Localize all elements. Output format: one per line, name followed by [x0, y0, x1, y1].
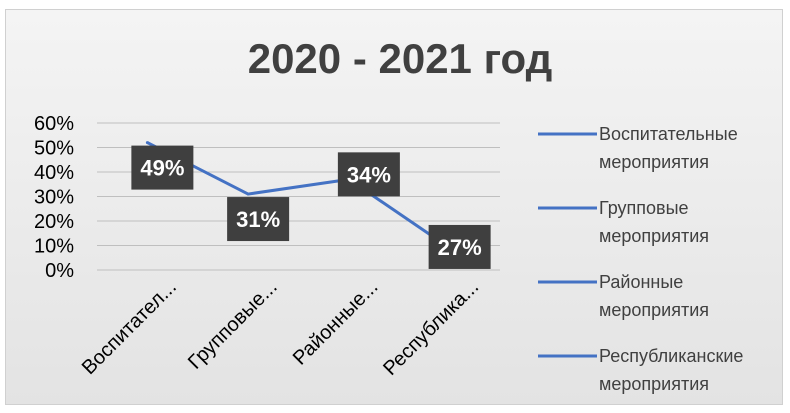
data-label: 31%: [236, 207, 280, 232]
data-labels: 49% 31% 34% 27%: [131, 145, 491, 269]
x-axis-labels: Воспитател... Групповые... Районные...Респ…: [78, 276, 483, 380]
x-category-label: Республика...: [379, 276, 483, 380]
data-label-box: [337, 152, 400, 197]
data-label-box: [428, 224, 491, 269]
x-category-label: Групповые...: [184, 276, 282, 374]
data-point: [246, 192, 250, 196]
x-category-label: Воспитател...: [78, 276, 181, 379]
y-tick-label: 60%: [34, 113, 74, 135]
legend-label: Воспитательные: [599, 124, 738, 144]
legend: Воспитательные мероприятия Групповые меропр…: [538, 124, 743, 394]
data-label: 34%: [347, 162, 391, 187]
data-label: 49%: [140, 156, 184, 181]
y-tick-label: 0%: [45, 260, 74, 282]
x-category-label: Районные...: [289, 276, 383, 370]
chart-frame: [5, 9, 783, 405]
legend-label: мероприятия: [599, 226, 709, 246]
legend-label: Районные: [599, 272, 683, 292]
legend-label: мероприятия: [599, 152, 709, 172]
y-tick-label: 20%: [34, 211, 74, 233]
data-label-box: [131, 145, 194, 190]
legend-label: Групповые: [599, 198, 689, 218]
data-label: 27%: [438, 235, 482, 260]
data-point: [145, 141, 149, 145]
data-label-box: [227, 197, 290, 242]
legend-label: мероприятия: [599, 300, 709, 320]
legend-label: мероприятия: [599, 374, 709, 394]
legend-label: Республиканские: [599, 346, 743, 366]
y-tick-label: 30%: [34, 187, 74, 209]
y-tick-label: 50%: [34, 138, 74, 160]
y-tick-label: 10%: [34, 236, 74, 258]
chart-title: 2020 - 2021 год: [248, 35, 553, 82]
series-polyline: [146, 141, 451, 250]
y-axis-ticks: 0%10% 20%30% 40%50% 60%: [34, 113, 74, 282]
y-tick-label: 40%: [34, 162, 74, 184]
